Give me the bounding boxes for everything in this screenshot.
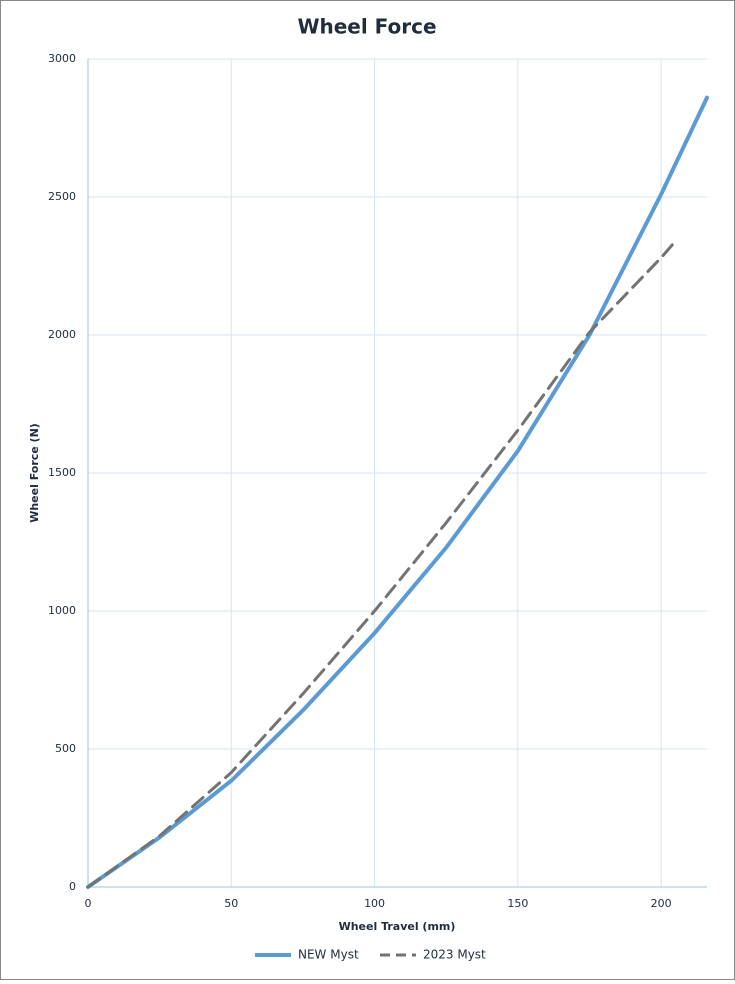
- x-tick-label: 100: [364, 897, 385, 910]
- y-tick-label: 500: [55, 742, 76, 755]
- chart-title: Wheel Force: [297, 15, 436, 39]
- y-tick-label: 1500: [48, 466, 76, 479]
- y-tick-label: 2000: [48, 328, 76, 341]
- y-axis-label: Wheel Force (N): [28, 423, 41, 523]
- x-tick-label: 150: [507, 897, 528, 910]
- legend-label: 2023 Myst: [423, 948, 486, 962]
- y-tick-label: 0: [69, 880, 76, 893]
- y-tick-label: 3000: [48, 52, 76, 65]
- y-tick-label: 1000: [48, 604, 76, 617]
- x-tick-label: 50: [224, 897, 238, 910]
- x-tick-label: 0: [85, 897, 92, 910]
- y-tick-label: 2500: [48, 190, 76, 203]
- legend-label: NEW Myst: [298, 948, 359, 962]
- x-axis-label: Wheel Travel (mm): [339, 920, 456, 933]
- series-line: [86, 95, 709, 889]
- x-tick-label: 200: [651, 897, 672, 910]
- series-line: [86, 239, 677, 889]
